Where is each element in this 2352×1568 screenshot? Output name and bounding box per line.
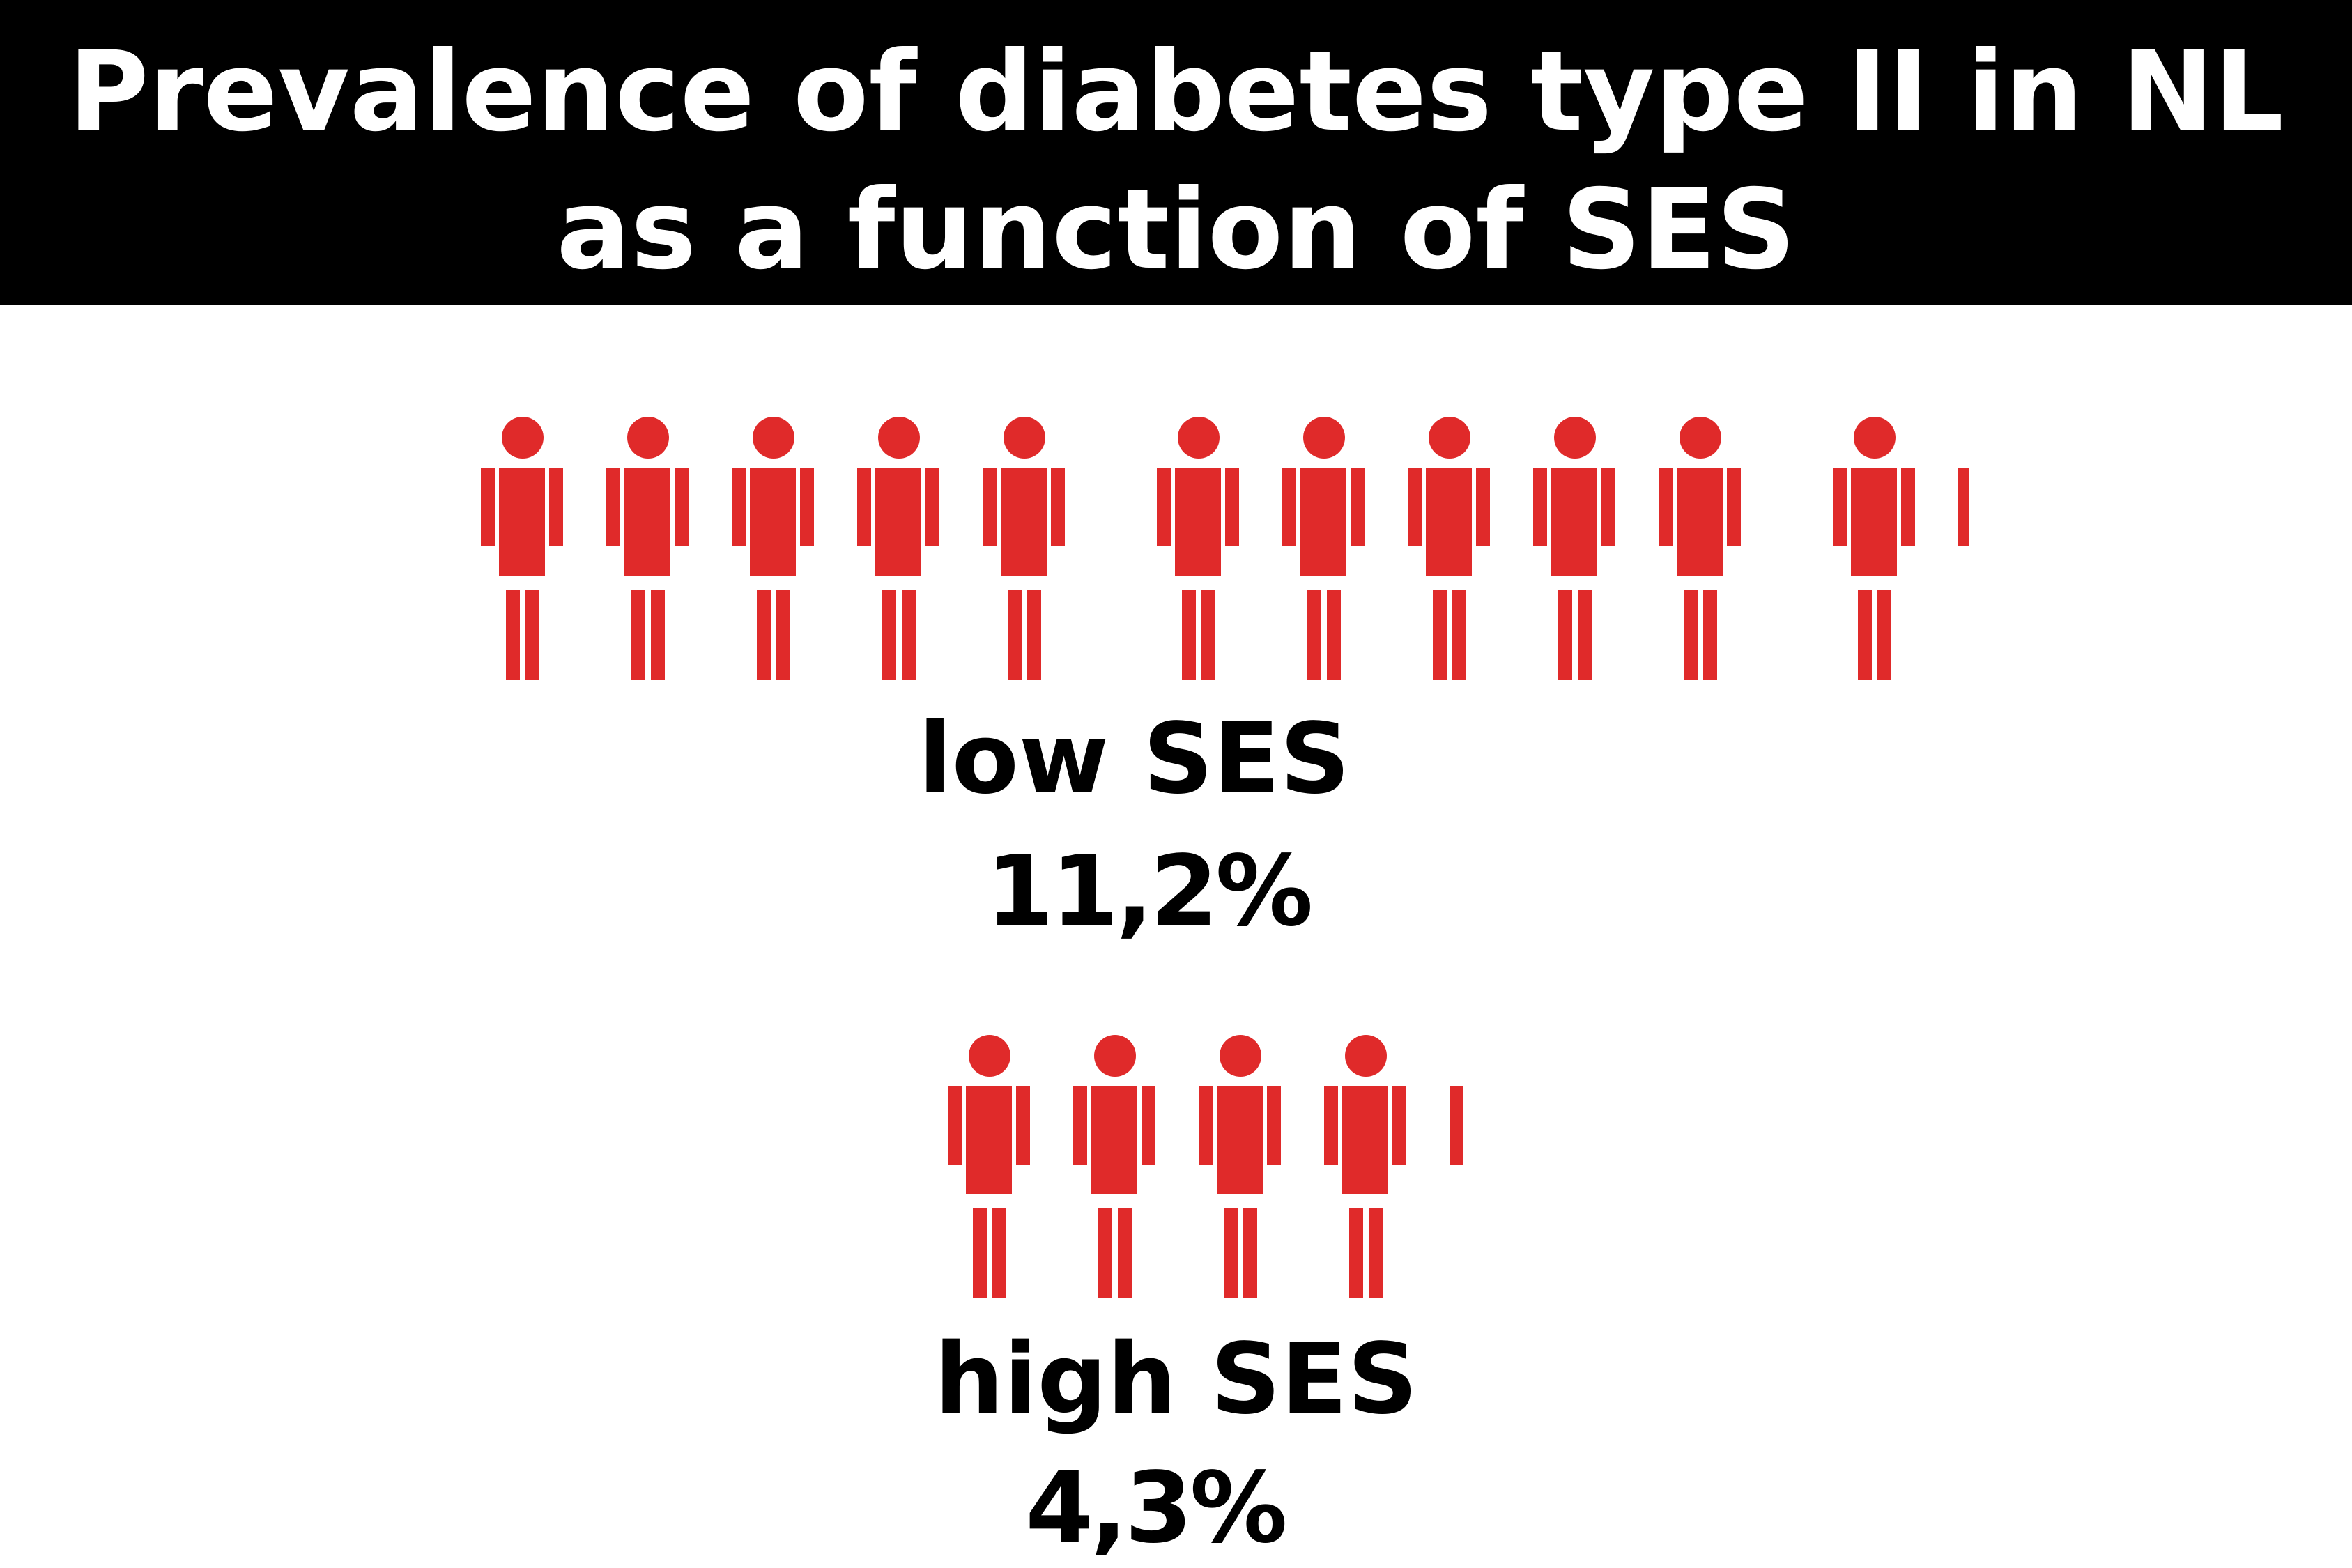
high-ses-value: 4,3%: [1025, 1452, 1287, 1565]
chart-title-line-2: as a function of SES: [556, 166, 1796, 294]
title-band: Prevalence of diabetes type II in NL as …: [0, 0, 2352, 305]
person-icon: [732, 417, 814, 680]
partial-person-icon: [1958, 468, 1969, 546]
person-icon: [481, 417, 563, 680]
person-icon: [1073, 1035, 1155, 1298]
high-ses-label: high SES: [934, 1323, 1418, 1436]
low-ses-pictogram: [481, 417, 1969, 680]
person-icon: [857, 417, 939, 680]
person-icon: [1157, 417, 1239, 680]
person-icon: [1199, 1035, 1281, 1298]
person-icon: [1282, 417, 1365, 680]
person-icon: [983, 417, 1065, 680]
high-ses-pictogram: [948, 1035, 1463, 1298]
person-icon: [606, 417, 689, 680]
chart-title-line-1: Prevalence of diabetes type II in NL: [68, 28, 2284, 156]
person-icon: [1833, 417, 1915, 680]
person-icon: [1533, 417, 1615, 680]
person-icon: [1324, 1035, 1406, 1298]
person-icon: [948, 1035, 1030, 1298]
person-icon: [1659, 417, 1741, 680]
low-ses-label: low SES: [918, 702, 1351, 816]
person-icon: [1408, 417, 1490, 680]
low-ses-value: 11,2%: [985, 835, 1314, 948]
partial-person-icon: [1450, 1086, 1463, 1165]
